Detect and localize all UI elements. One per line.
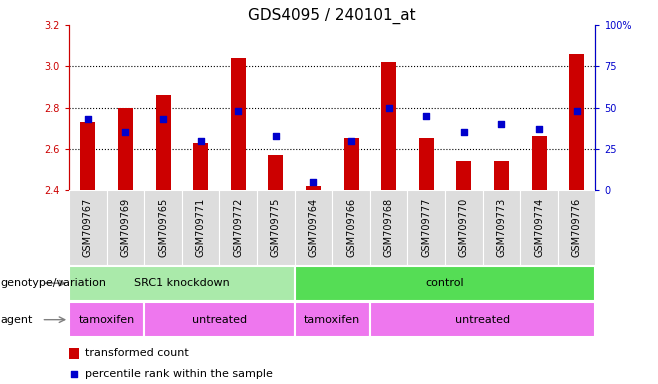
Text: GSM709766: GSM709766 (346, 197, 356, 257)
Bar (144, 302, 295, 337)
Bar (144, 190, 182, 265)
Bar (332, 190, 370, 265)
Point (571, 108, 582, 114)
Point (158, 116, 168, 122)
Bar (80, 122, 95, 190)
Bar (558, 190, 595, 265)
Bar (532, 136, 547, 190)
Point (83, 116, 93, 122)
Bar (295, 266, 595, 301)
Bar (457, 161, 471, 190)
Bar (118, 108, 133, 190)
Text: GSM709768: GSM709768 (384, 197, 393, 257)
Point (195, 137, 206, 144)
Bar (381, 62, 396, 190)
Bar (231, 58, 246, 190)
Bar (569, 54, 584, 190)
Point (421, 113, 432, 119)
Text: transformed count: transformed count (86, 348, 189, 358)
Bar (193, 142, 208, 190)
Text: percentile rank within the sample: percentile rank within the sample (86, 369, 273, 379)
Bar (155, 95, 170, 190)
Text: genotype/variation: genotype/variation (1, 278, 107, 288)
Bar (69, 190, 107, 265)
Text: GSM709771: GSM709771 (195, 197, 206, 257)
Bar (370, 190, 407, 265)
Bar (268, 155, 284, 190)
Point (308, 179, 318, 185)
Text: control: control (426, 278, 465, 288)
Bar (295, 302, 370, 337)
Point (233, 108, 243, 114)
Point (120, 129, 131, 135)
Bar (69, 348, 79, 359)
Text: tamoxifen: tamoxifen (78, 314, 135, 325)
Bar (295, 190, 332, 265)
Bar (483, 190, 520, 265)
Text: SRC1 knockdown: SRC1 knockdown (134, 278, 230, 288)
Bar (257, 190, 295, 265)
Bar (182, 190, 220, 265)
Bar (69, 266, 295, 301)
Point (69, 371, 80, 377)
Bar (306, 186, 321, 190)
Bar (418, 139, 434, 190)
Bar (494, 161, 509, 190)
Text: GSM709769: GSM709769 (120, 197, 130, 257)
Bar (69, 302, 144, 337)
Text: GSM709777: GSM709777 (421, 197, 431, 257)
Point (346, 137, 357, 144)
Bar (370, 302, 595, 337)
Bar (343, 139, 359, 190)
Text: GSM709775: GSM709775 (271, 197, 281, 257)
Bar (520, 190, 558, 265)
Text: GSM709773: GSM709773 (497, 197, 507, 257)
Point (459, 129, 469, 135)
Text: untreated: untreated (455, 314, 510, 325)
Text: GSM709770: GSM709770 (459, 197, 469, 257)
Bar (407, 190, 445, 265)
Text: GSM709774: GSM709774 (534, 197, 544, 257)
Text: agent: agent (1, 314, 33, 325)
Text: GSM709776: GSM709776 (572, 197, 582, 257)
Bar (220, 190, 257, 265)
Text: GSM709767: GSM709767 (83, 197, 93, 257)
Point (534, 126, 544, 132)
Text: GSM709765: GSM709765 (158, 197, 168, 257)
Text: GSM709772: GSM709772 (234, 197, 243, 257)
Point (384, 104, 394, 111)
Point (496, 121, 507, 127)
Text: GSM709764: GSM709764 (309, 197, 318, 257)
Text: untreated: untreated (192, 314, 247, 325)
Text: tamoxifen: tamoxifen (304, 314, 361, 325)
Point (270, 132, 281, 139)
Bar (445, 190, 483, 265)
Bar (107, 190, 144, 265)
Title: GDS4095 / 240101_at: GDS4095 / 240101_at (249, 7, 416, 23)
